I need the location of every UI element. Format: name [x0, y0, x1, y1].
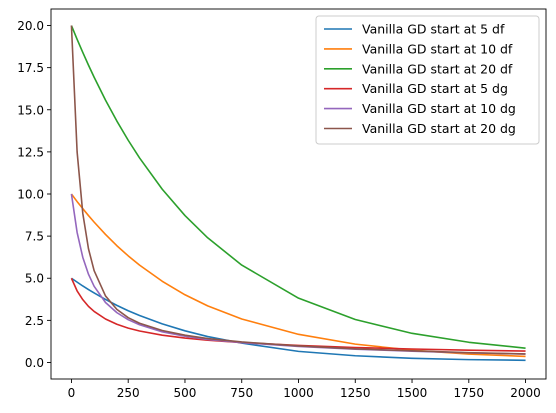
y-tick-label: 15.0: [17, 103, 44, 117]
x-tick-label: 250: [117, 386, 140, 400]
y-tick-label: 5.0: [25, 272, 44, 286]
legend-label-6: Vanilla GD start at 20 dg: [362, 121, 516, 136]
legend-label-5: Vanilla GD start at 10 dg: [362, 101, 516, 116]
series-line-5: [70, 193, 526, 355]
legend: Vanilla GD start at 5 df Vanilla GD start…: [315, 15, 540, 145]
y-axis: 0.0 2.5 5.0 7.5 10.0 12.5 15.0 17.5 20.0: [17, 19, 51, 370]
x-tick-label: 500: [174, 386, 197, 400]
x-axis: 0 250 500 750 1000 1250 1500 1750 2000: [68, 379, 541, 400]
series-line-4: [70, 277, 526, 352]
series-line-3: [70, 25, 526, 349]
x-tick-label: 1500: [397, 386, 428, 400]
series-line-2: [70, 193, 526, 358]
x-tick-label: 750: [230, 386, 253, 400]
series-line-1: [70, 277, 526, 362]
y-tick-label: 10.0: [17, 188, 44, 202]
series-line-6: [70, 25, 526, 355]
x-tick-label: 0: [68, 386, 76, 400]
y-tick-label: 7.5: [25, 230, 44, 244]
y-tick-label: 2.5: [25, 314, 44, 328]
x-tick-label: 1000: [283, 386, 314, 400]
legend-label-3: Vanilla GD start at 20 df: [362, 61, 513, 76]
y-tick-label: 0.0: [25, 356, 44, 370]
y-tick-label: 12.5: [17, 145, 44, 159]
legend-label-2: Vanilla GD start at 10 df: [362, 41, 513, 56]
y-tick-label: 20.0: [17, 19, 44, 33]
x-tick-label: 1750: [454, 386, 485, 400]
series-lines: [70, 25, 526, 362]
x-tick-label: 1250: [340, 386, 371, 400]
legend-label-1: Vanilla GD start at 5 df: [362, 22, 505, 37]
legend-label-4: Vanilla GD start at 5 dg: [362, 81, 508, 96]
legend-box: [315, 15, 540, 145]
y-tick-label: 17.5: [17, 61, 44, 75]
x-tick-label: 2000: [510, 386, 541, 400]
